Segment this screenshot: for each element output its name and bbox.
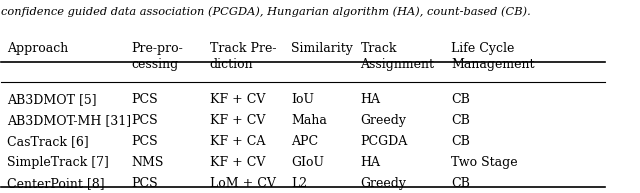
Text: confidence guided data association (PCGDA), Hungarian algorithm (HA), count-base: confidence guided data association (PCGD… [1, 7, 531, 17]
Text: SimpleTrack [7]: SimpleTrack [7] [8, 156, 109, 169]
Text: KF + CA: KF + CA [209, 135, 265, 148]
Text: KF + CV: KF + CV [209, 93, 265, 106]
Text: Greedy: Greedy [360, 114, 406, 127]
Text: CasTrack [6]: CasTrack [6] [8, 135, 89, 148]
Text: CB: CB [451, 114, 470, 127]
Text: PCS: PCS [131, 114, 158, 127]
Text: Life Cycle
Management: Life Cycle Management [451, 42, 534, 71]
Text: CB: CB [451, 177, 470, 190]
Text: PCGDA: PCGDA [360, 135, 408, 148]
Text: Greedy: Greedy [360, 177, 406, 190]
Text: Pre-pro-
cessing: Pre-pro- cessing [131, 42, 183, 71]
Text: Track
Assignment: Track Assignment [360, 42, 435, 71]
Text: Approach: Approach [8, 42, 68, 55]
Text: Maha: Maha [291, 114, 327, 127]
Text: Similarity: Similarity [291, 42, 353, 55]
Text: Track Pre-
diction: Track Pre- diction [209, 42, 276, 71]
Text: KF + CV: KF + CV [209, 156, 265, 169]
Text: IoU: IoU [291, 93, 314, 106]
Text: HA: HA [360, 93, 380, 106]
Text: Two Stage: Two Stage [451, 156, 518, 169]
Text: PCS: PCS [131, 93, 158, 106]
Text: AB3DMOT-MH [31]: AB3DMOT-MH [31] [8, 114, 132, 127]
Text: LoM + CV: LoM + CV [209, 177, 275, 190]
Text: KF + CV: KF + CV [209, 114, 265, 127]
Text: APC: APC [291, 135, 318, 148]
Text: HA: HA [360, 156, 380, 169]
Text: L2: L2 [291, 177, 307, 190]
Text: CB: CB [451, 135, 470, 148]
Text: CenterPoint [8]: CenterPoint [8] [8, 177, 105, 190]
Text: CB: CB [451, 93, 470, 106]
Text: AB3DMOT [5]: AB3DMOT [5] [8, 93, 97, 106]
Text: NMS: NMS [131, 156, 163, 169]
Text: GIoU: GIoU [291, 156, 324, 169]
Text: PCS: PCS [131, 177, 158, 190]
Text: PCS: PCS [131, 135, 158, 148]
